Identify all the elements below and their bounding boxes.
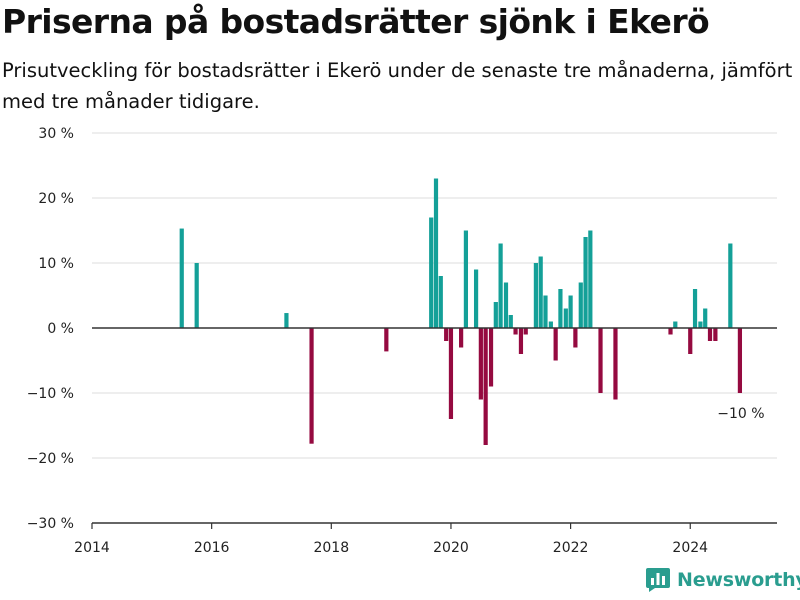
y-tick-label: 20 % <box>38 191 74 207</box>
x-tick-label: 2020 <box>433 540 469 556</box>
latest-value-annotation: −10 % <box>717 406 764 422</box>
bar <box>548 321 553 328</box>
tick-labels: 30 % 20 % 10 % 0 % −10 % −20 % −30 %2014 2016 20… <box>27 126 765 556</box>
bar <box>498 243 503 328</box>
bar <box>588 230 593 328</box>
brand-name: Newsworthy <box>677 569 800 591</box>
newsworthy-logo: Newsworthy <box>645 567 800 593</box>
bar <box>284 313 289 328</box>
x-tick-label: 2018 <box>313 540 349 556</box>
bar <box>737 328 743 393</box>
bar <box>179 228 184 328</box>
bar <box>438 276 443 328</box>
y-tick-label: 0 % <box>47 321 74 337</box>
bar <box>563 308 568 328</box>
y-tick-label: −30 % <box>27 516 74 532</box>
bar <box>513 328 518 335</box>
x-tick-label: 2022 <box>553 540 589 556</box>
bar <box>583 237 588 328</box>
bar <box>384 328 389 352</box>
bar <box>459 328 464 348</box>
bar <box>518 328 524 354</box>
bar <box>533 263 538 328</box>
bar <box>473 269 479 328</box>
bar <box>578 282 583 328</box>
bar <box>668 328 673 335</box>
bar <box>553 328 558 361</box>
bar <box>433 178 439 328</box>
bar <box>493 302 498 328</box>
bar <box>573 328 578 348</box>
bar <box>698 321 703 328</box>
bar <box>692 289 698 328</box>
bar <box>688 328 693 354</box>
x-tick-label: 2014 <box>74 540 110 556</box>
bar <box>543 295 548 328</box>
bar <box>444 328 449 341</box>
y-tick-label: −20 % <box>27 451 74 467</box>
bar <box>463 230 469 328</box>
bar <box>613 328 618 400</box>
chart-title: Priserna på bostadsrätter sjönk i Ekerö <box>2 2 710 41</box>
bar <box>523 328 528 335</box>
bar <box>508 315 513 328</box>
bar <box>478 328 483 400</box>
axes <box>91 327 777 529</box>
bar-chart-logo-icon <box>646 568 670 592</box>
bar <box>568 295 573 328</box>
y-tick-label: 30 % <box>38 126 74 142</box>
bar <box>429 217 434 328</box>
bar <box>448 328 454 419</box>
y-tick-label: 10 % <box>38 256 74 272</box>
bar <box>309 328 314 444</box>
bar <box>703 308 708 328</box>
bar <box>598 328 603 393</box>
bars <box>179 178 743 445</box>
y-tick-label: −10 % <box>27 386 74 402</box>
bar <box>558 289 563 328</box>
bar <box>488 328 494 387</box>
bar <box>713 328 718 341</box>
bar <box>673 321 678 328</box>
chart-subtitle: Prisutveckling för bostadsrätter i Ekerö… <box>2 59 793 113</box>
bar <box>483 328 488 445</box>
bar <box>707 328 713 341</box>
bar <box>503 282 509 328</box>
x-tick-label: 2016 <box>194 540 230 556</box>
bar <box>538 256 543 328</box>
bar <box>194 263 199 328</box>
x-tick-label: 2024 <box>672 540 708 556</box>
bar <box>728 243 733 328</box>
